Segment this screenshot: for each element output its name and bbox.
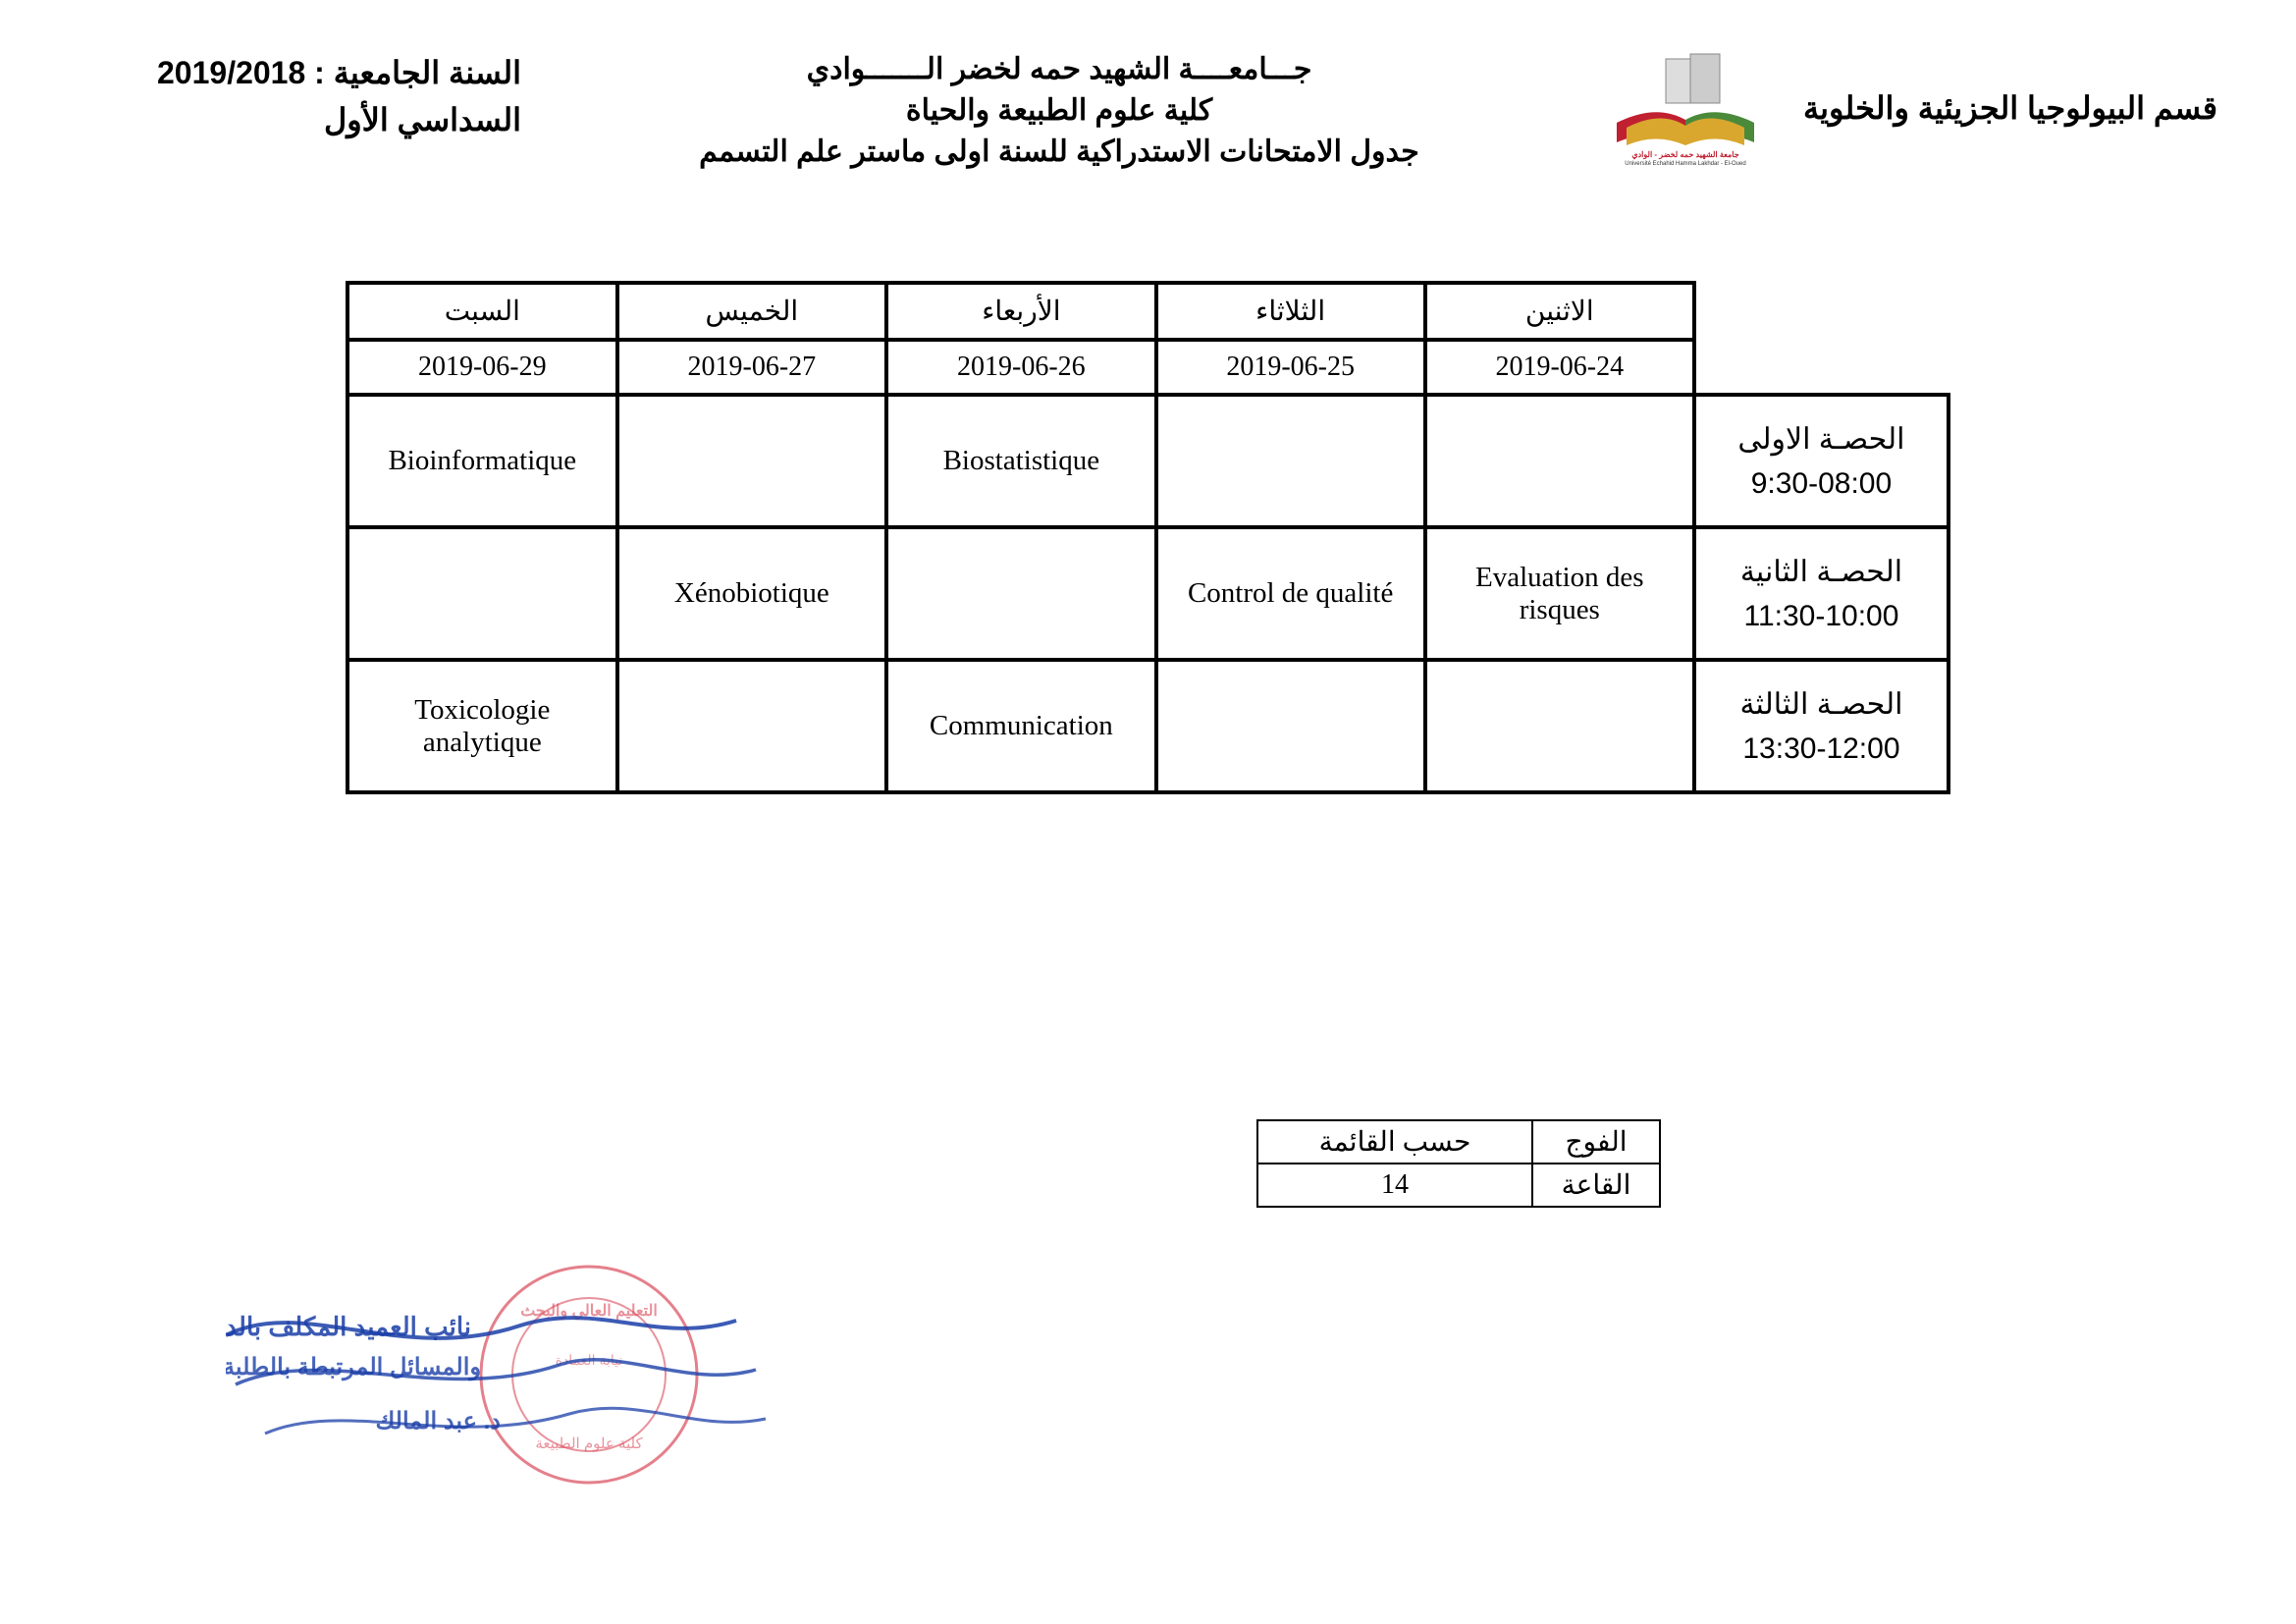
faculty-name: كلية علوم الطبيعة والحياة [699, 90, 1419, 132]
session-time: 9:30-08:00 [1704, 461, 1939, 506]
subject-cell: Control de qualité [1156, 527, 1425, 660]
session-label: الحصـة الاولى [1704, 417, 1939, 461]
title-block: جـــامعــــة الشهيد حمه لخضر الـــــــوا… [699, 49, 1419, 173]
document-header: السنة الجامعية : 2019/2018 السداسي الأول… [0, 0, 2296, 173]
table-row-session-1: Bioinformatique Biostatistique الحصـة ال… [347, 395, 1949, 527]
table-row-session-3: Toxicologie analytique Communication الح… [347, 660, 1949, 792]
group-label: الفوج [1532, 1120, 1660, 1164]
subject-cell [1425, 660, 1694, 792]
session-time: 11:30-10:00 [1704, 594, 1939, 638]
table-row: حسب القائمة الفوج [1257, 1120, 1660, 1164]
university-name: جـــامعــــة الشهيد حمه لخضر الـــــــوا… [699, 49, 1419, 90]
table-row-session-2: Xénobiotique Control de qualité Evaluati… [347, 527, 1949, 660]
session-label: الحصـة الثانية [1704, 550, 1939, 594]
group-value: حسب القائمة [1257, 1120, 1532, 1164]
hall-value: 14 [1257, 1164, 1532, 1207]
svg-text:كلية علوم الطبيعة: كلية علوم الطبيعة [535, 1435, 643, 1452]
svg-text:والمسائل المرتبطة بالطلبة: والمسائل المرتبطة بالطلبة [226, 1354, 481, 1381]
department-name: قسم البيولوجيا الجزيئية والخلوية [1803, 89, 2217, 127]
day-header: الثلاثاء [1156, 283, 1425, 340]
table-row-days: السبت الخميس الأربعاء الثلاثاء الاثنين [347, 283, 1949, 340]
subject-cell [886, 527, 1156, 660]
date-cell: 2019-06-26 [886, 340, 1156, 395]
academic-year: السنة الجامعية : 2019/2018 [157, 49, 521, 96]
blank-corner [1694, 283, 1949, 395]
session-time: 13:30-12:00 [1704, 727, 1939, 771]
session-time-cell: الحصـة الثانية 11:30-10:00 [1694, 527, 1949, 660]
svg-text:Université Echahid Hamma Lakhd: Université Echahid Hamma Lakhdar - El-Ou… [1625, 161, 1745, 167]
exam-schedule-table: السبت الخميس الأربعاء الثلاثاء الاثنين 2… [346, 281, 1950, 794]
day-header: السبت [347, 283, 617, 340]
signature-stamp-area: التعليم العالي والبحث نيابة العمادة كلية… [226, 1237, 815, 1512]
subject-cell: Xénobiotique [617, 527, 886, 660]
room-assignment-table: حسب القائمة الفوج 14 القاعة [1256, 1119, 1661, 1208]
subject-cell [617, 660, 886, 792]
subject-cell [1156, 660, 1425, 792]
session-time-cell: الحصـة الثالثة 13:30-12:00 [1694, 660, 1949, 792]
day-header: الخميس [617, 283, 886, 340]
date-cell: 2019-06-25 [1156, 340, 1425, 395]
academic-year-block: السنة الجامعية : 2019/2018 السداسي الأول [157, 49, 521, 143]
subject-cell [347, 527, 617, 660]
hall-label: القاعة [1532, 1164, 1660, 1207]
document-title: جدول الامتحانات الاستدراكية للسنة اولى م… [699, 132, 1419, 173]
subject-cell [1156, 395, 1425, 527]
svg-text:د. عبد المالك: د. عبد المالك [375, 1408, 501, 1435]
date-cell: 2019-06-29 [347, 340, 617, 395]
subject-cell: Evaluation des risques [1425, 527, 1694, 660]
day-header: الأربعاء [886, 283, 1156, 340]
session-time-cell: الحصـة الاولى 9:30-08:00 [1694, 395, 1949, 527]
subject-cell: Communication [886, 660, 1156, 792]
svg-text:جامعة الشهيد حمه لخضر - الوادي: جامعة الشهيد حمه لخضر - الوادي [1631, 150, 1738, 160]
table-row: 14 القاعة [1257, 1164, 1660, 1207]
university-logo-icon: جامعة الشهيد حمه لخضر - الوادي Universit… [1597, 49, 1774, 167]
day-header: الاثنين [1425, 283, 1694, 340]
subject-cell: Bioinformatique [347, 395, 617, 527]
svg-text:نائب العميد المكلف بالدراسات: نائب العميد المكلف بالدراسات [226, 1312, 471, 1342]
subject-cell: Biostatistique [886, 395, 1156, 527]
stamp-signature-icon: التعليم العالي والبحث نيابة العمادة كلية… [226, 1237, 815, 1512]
semester: السداسي الأول [157, 96, 521, 143]
date-cell: 2019-06-24 [1425, 340, 1694, 395]
subject-cell [1425, 395, 1694, 527]
logo-department-wrap: جامعة الشهيد حمه لخضر - الوادي Universit… [1597, 49, 2217, 167]
date-cell: 2019-06-27 [617, 340, 886, 395]
subject-cell: Toxicologie analytique [347, 660, 617, 792]
session-label: الحصـة الثالثة [1704, 682, 1939, 727]
subject-cell [617, 395, 886, 527]
